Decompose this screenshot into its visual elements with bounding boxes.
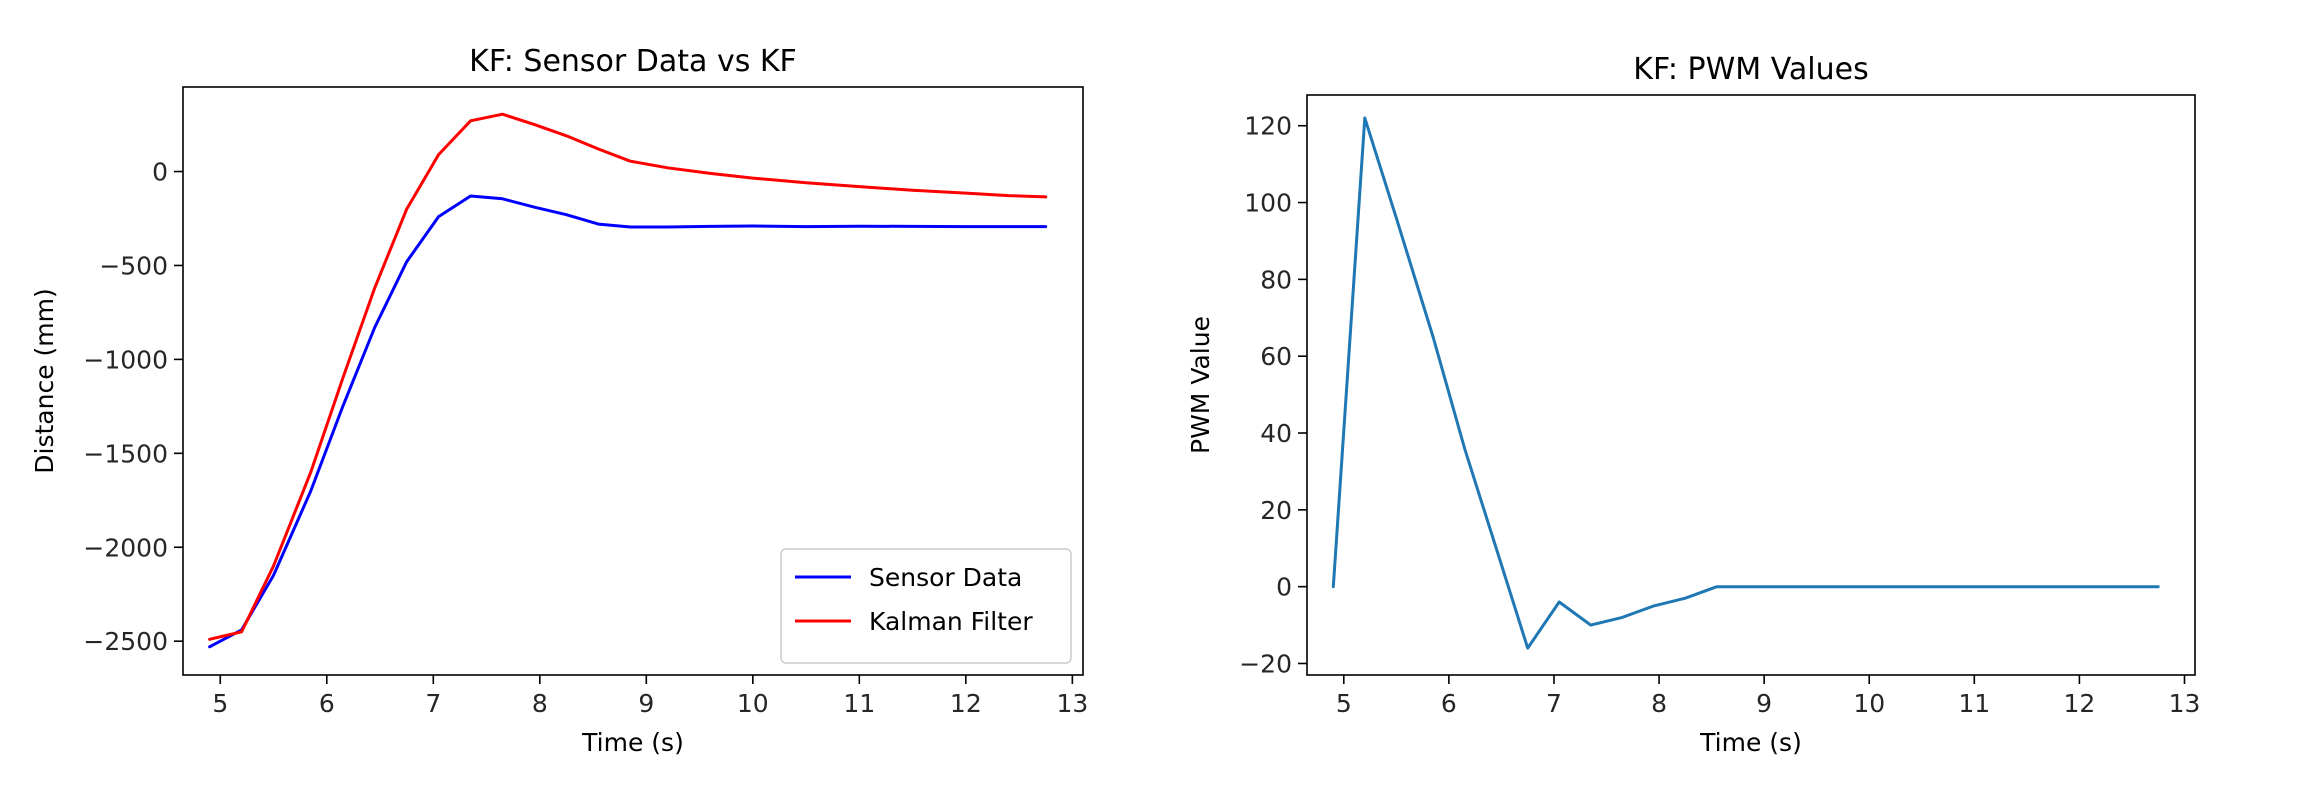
y-tick-label: −500 (99, 251, 168, 280)
chart-1: 5 6 7 8 9 10 11 12 13 0 −500 −1000 −1500 −2000 −2500 KF… (30, 44, 1088, 757)
x-tick-label: 5 (212, 689, 228, 718)
y-tick-label: −2000 (83, 533, 168, 562)
x-tick-label: 5 (1336, 689, 1352, 718)
x-tick-label: 7 (425, 689, 441, 718)
y-axis-label: PWM Value (1186, 316, 1215, 454)
y-tick-label: 120 (1244, 112, 1292, 141)
y-tick-label: −2500 (83, 627, 168, 656)
x-tick-label: 9 (1756, 689, 1772, 718)
x-tick-label: 7 (1546, 689, 1562, 718)
y-tick-label: 20 (1260, 496, 1292, 525)
x-tick-label: 11 (1958, 689, 1990, 718)
series-line-1 (1331, 116, 2160, 650)
legend: Sensor Data Kalman Filter (780, 548, 1072, 664)
x-tick-label: 13 (1056, 689, 1088, 718)
y-axis-label: Distance (mm) (30, 288, 59, 473)
axes-frame (182, 86, 1084, 676)
chart-title: KF: Sensor Data vs KF (469, 44, 797, 79)
y-tick-label: −1500 (83, 439, 168, 468)
x-tick-label: 12 (950, 689, 982, 718)
x-tick-label: 13 (2169, 689, 2201, 718)
x-tick-label: 10 (737, 689, 769, 718)
x-tick-label: 6 (319, 689, 335, 718)
series-line-kalman-filter (208, 112, 1048, 641)
axes-frame (1306, 94, 2196, 676)
y-tick-label: −20 (1239, 649, 1292, 678)
y-tick-label: 60 (1260, 342, 1292, 371)
x-tick-label: 11 (843, 689, 875, 718)
legend-box (780, 548, 1072, 664)
x-tick-label: 8 (1651, 689, 1667, 718)
y-tick-label: 100 (1244, 189, 1292, 218)
x-tick-label: 9 (638, 689, 654, 718)
x-tick-label: 8 (532, 689, 548, 718)
x-axis-label: Time (s) (1699, 728, 1802, 757)
chart-2: 5 6 7 8 9 10 11 12 13 120 100 80 60 40 20 0 −20 KF: PWM V… (1186, 52, 2200, 757)
legend-label-sensor-data: Sensor Data (869, 563, 1022, 592)
y-tick-label: −1000 (83, 345, 168, 374)
y-tick-label: 40 (1260, 419, 1292, 448)
x-tick-label: 12 (2063, 689, 2095, 718)
x-tick-label: 10 (1853, 689, 1885, 718)
y-tick-label: 80 (1260, 265, 1292, 294)
legend-label-kalman-filter: Kalman Filter (869, 607, 1033, 636)
chart-title: KF: PWM Values (1633, 52, 1868, 87)
x-tick-label: 6 (1441, 689, 1457, 718)
y-tick-label: 0 (1276, 573, 1292, 602)
y-tick-label: 0 (152, 158, 168, 187)
series-line-sensor-data (208, 194, 1048, 649)
x-axis-label: Time (s) (581, 728, 684, 757)
